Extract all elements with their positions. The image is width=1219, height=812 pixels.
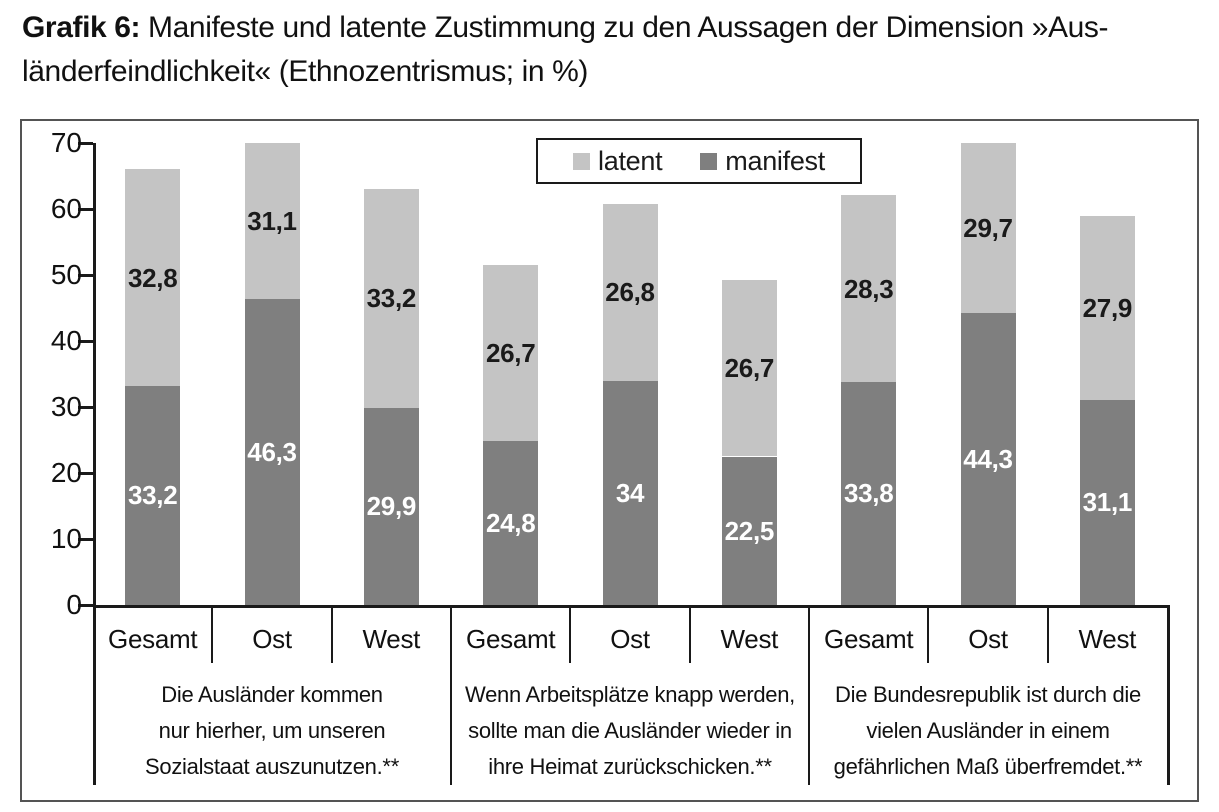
bar-value-latent: 31,1 <box>247 206 297 237</box>
bar-segment-latent <box>602 203 658 381</box>
y-axis-tick-label: 50 <box>50 259 82 290</box>
bar-value-latent: 26,7 <box>724 353 775 384</box>
bar-segment-latent <box>244 143 300 300</box>
bar-value-latent: 32,8 <box>127 262 178 293</box>
legend-label-latent: latent <box>598 145 663 176</box>
category-separator-line <box>688 607 691 663</box>
bar-value-manifest: 34 <box>615 477 645 508</box>
chart-title-prefix: Grafik 6: <box>22 11 141 44</box>
legend-label-manifest: manifest <box>725 145 825 176</box>
bar-segment-manifest <box>244 299 300 605</box>
bar-segment-latent <box>125 169 181 386</box>
statement-line: Die Bundesrepublik ist durch die <box>835 682 1141 707</box>
x-category-label: Ost <box>610 624 650 654</box>
category-separator-line <box>211 607 214 663</box>
bar-segment-latent <box>841 195 897 382</box>
x-axis-line <box>93 605 1170 608</box>
y-axis-tick-label: 0 <box>66 589 82 620</box>
category-separator-line <box>330 607 333 663</box>
bar-value-manifest: 29,9 <box>366 491 417 522</box>
chart-title-line2: länderfeindlichkeit« (Ethnozentrismus; i… <box>22 55 589 88</box>
y-axis-tick <box>78 274 93 277</box>
bar-value-manifest: 33,8 <box>843 478 894 509</box>
y-axis-line <box>93 143 96 785</box>
bar-segment-manifest <box>602 380 658 605</box>
bar-value-latent: 29,7 <box>963 212 1013 243</box>
bar-value-manifest: 33,2 <box>127 480 178 511</box>
y-axis-tick <box>78 208 93 211</box>
y-axis-tick-label: 70 <box>50 127 82 158</box>
bar-segment-manifest <box>960 312 1016 605</box>
statement-group-1: Die Ausländer kommen nur hierher, um unse… <box>93 677 451 785</box>
bar-value-latent: 26,7 <box>485 338 536 369</box>
y-axis-tick-label: 40 <box>50 325 82 356</box>
bar-value-latent: 28,3 <box>843 273 894 304</box>
group-separator-line <box>808 607 810 785</box>
statement-group-3: Die Bundesrepublik ist durch die vielen A… <box>809 677 1167 785</box>
y-axis-tick-label: 10 <box>50 523 82 554</box>
y-axis-tick <box>78 472 93 475</box>
statement-line: gefährlichen Maß überfremdet.** <box>833 754 1143 779</box>
y-axis-tick-label: 60 <box>50 193 82 224</box>
bar-segment-latent <box>960 143 1016 313</box>
bar-segment-manifest <box>363 407 419 605</box>
bar-value-manifest: 22,5 <box>724 515 775 546</box>
x-category-label: Ost <box>968 624 1008 654</box>
bar-segment-latent <box>1079 215 1135 400</box>
bar-value-manifest: 46,3 <box>247 437 297 468</box>
chart-box: 0 10 20 30 40 50 60 70 Die Ausländer kommen nur h… <box>20 119 1199 802</box>
x-category-label: Ost <box>252 624 292 654</box>
statement-line: sollte man die Ausländer wieder in <box>468 718 792 743</box>
bar-value-latent: 33,2 <box>366 283 417 314</box>
x-category-label: Gesamt <box>466 624 556 654</box>
plot-area: 0 10 20 30 40 50 60 70 Die Ausländer kommen nur h… <box>22 121 1197 800</box>
chart-title-line1: Grafik 6: Manifeste und latente Zustimmu… <box>22 6 1202 50</box>
x-category-label: Gesamt <box>108 624 198 654</box>
x-category-label: West <box>720 624 779 654</box>
bar-segment-manifest <box>721 456 777 605</box>
group-separator-line <box>450 607 452 785</box>
x-category-label: West <box>1078 624 1137 654</box>
category-separator-line <box>569 607 572 663</box>
y-axis-tick <box>78 604 93 607</box>
bar-segment-manifest <box>125 385 181 605</box>
legend-entry-manifest: manifest <box>700 146 825 177</box>
bar-segment-manifest <box>841 381 897 605</box>
statement-line: Die Ausländer kommen <box>161 682 383 707</box>
statement-line: Wenn Arbeitsplätze knapp werden, <box>465 682 795 707</box>
category-separator-line <box>927 607 930 663</box>
y-axis-tick <box>78 406 93 409</box>
legend: latent manifest <box>536 138 862 184</box>
bar-value-manifest: 31,1 <box>1082 487 1133 518</box>
chart-title-line1-rest: Manifeste und latente Zustimmung zu den … <box>140 11 1109 44</box>
bar-segment-manifest <box>1079 399 1135 605</box>
bar-segment-latent <box>483 265 539 442</box>
chart-title: Grafik 6: Manifeste und latente Zustimmu… <box>22 6 1202 94</box>
y-axis-tick <box>78 538 93 541</box>
bar-segment-latent <box>721 280 777 457</box>
statement-line: nur hierher, um unseren <box>158 718 386 743</box>
legend-swatch-manifest-icon <box>700 152 718 170</box>
x-category-label: West <box>362 624 421 654</box>
statement-group-2: Wenn Arbeitsplätze knapp werden, sollte m… <box>451 677 809 785</box>
bar-value-manifest: 24,8 <box>485 508 536 539</box>
bar-segment-manifest <box>483 441 539 605</box>
y-axis-tick <box>78 142 93 145</box>
category-separator-line <box>1046 607 1049 663</box>
bar-value-manifest: 44,3 <box>963 443 1013 474</box>
legend-entry-latent: latent <box>573 145 663 177</box>
statement-line: ihre Heimat zurückschicken.** <box>488 754 772 779</box>
bar-value-latent: 26,8 <box>605 277 655 308</box>
table-right-border <box>1167 605 1170 785</box>
y-axis-tick <box>78 340 93 343</box>
statement-line: vielen Ausländer in einem <box>866 718 1110 743</box>
bar-segment-latent <box>363 188 419 408</box>
y-axis-tick-label: 20 <box>50 457 82 488</box>
x-category-label: Gesamt <box>824 624 914 654</box>
legend-swatch-latent-icon <box>573 152 591 170</box>
y-axis-tick-label: 30 <box>50 391 82 422</box>
statement-line: Sozialstaat auszunutzen.** <box>145 754 399 779</box>
bar-value-latent: 27,9 <box>1082 292 1133 323</box>
